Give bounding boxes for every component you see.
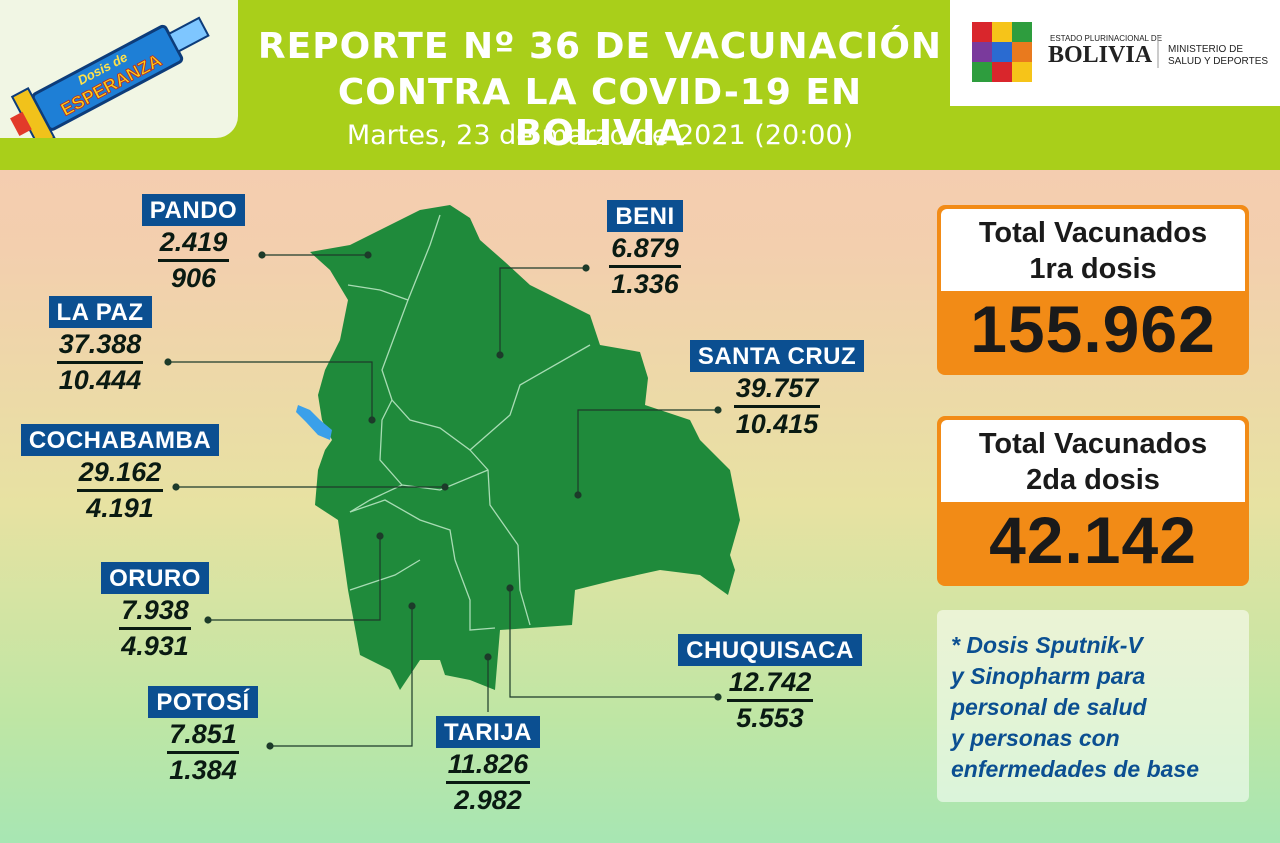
country-name: BOLIVIA: [1048, 42, 1153, 68]
region-name: TARIJA: [436, 716, 540, 748]
report-date: Martes, 23 de marzo de 2021 (20:00): [346, 120, 854, 151]
vaccine-note-box: * Dosis Sputnik-V y Sinopharm para perso…: [937, 610, 1249, 802]
total-first-dose-value: 155.962: [970, 292, 1216, 366]
region-first-dose: 12.742: [726, 666, 814, 702]
region-name: POTOSÍ: [148, 686, 258, 718]
region-oruro: ORURO 7.938 4.931: [85, 562, 225, 663]
region-second-dose: 10.415: [735, 409, 819, 439]
region-first-dose: 29.162: [76, 456, 164, 492]
region-pando: PANDO 2.419 906: [126, 194, 261, 295]
gov-small-text: ESTADO PLURINACIONAL DE: [1050, 34, 1162, 43]
coat-of-arms-icon: [972, 22, 1032, 82]
region-name: BENI: [607, 200, 683, 232]
report-title-line1: REPORTE Nº 36 DE VACUNACIÓN: [257, 26, 943, 67]
region-second-dose: 906: [170, 263, 217, 293]
region-second-dose: 5.553: [736, 703, 804, 733]
region-first-dose: 6.879: [609, 232, 681, 268]
total-second-dose-box: Total Vacunados 2da dosis 42.142: [937, 416, 1249, 586]
logo-panel: Dosis de ESPERANZA: [0, 0, 238, 148]
region-second-dose: 1.384: [169, 755, 237, 785]
region-second-dose: 10.444: [58, 365, 142, 395]
total-second-label-line1: Total Vacunados: [978, 428, 1208, 460]
region-second-dose: 1.336: [611, 269, 679, 299]
ministry-line2: SALUD Y DEPORTES: [1168, 56, 1268, 67]
region-name: SANTA CRUZ: [689, 340, 865, 372]
region-first-dose: 7.938: [119, 594, 191, 630]
total-first-dose-box: Total Vacunados 1ra dosis 155.962: [937, 205, 1249, 375]
region-chuquisaca: CHUQUISACA 12.742 5.553: [662, 634, 878, 735]
region-name: COCHABAMBA: [20, 424, 220, 456]
leader-lines: [164, 251, 722, 750]
region-name: PANDO: [141, 194, 246, 226]
region-first-dose: 39.757: [733, 372, 821, 408]
region-first-dose: 2.419: [157, 226, 230, 262]
total-second-label-line2: 2da dosis: [1026, 464, 1160, 496]
region-name: CHUQUISACA: [678, 634, 862, 666]
region-beni: BENI 6.879 1.336: [590, 200, 700, 301]
region-la-paz: LA PAZ 37.388 10.444: [35, 296, 165, 397]
total-first-label-line2: 1ra dosis: [1029, 253, 1157, 285]
region-potosi: POTOSÍ 7.851 1.384: [138, 686, 268, 787]
vaccine-note-text: * Dosis Sputnik-V y Sinopharm para perso…: [951, 632, 1200, 782]
region-second-dose: 4.191: [86, 493, 154, 523]
total-first-label-line1: Total Vacunados: [978, 217, 1208, 249]
region-second-dose: 2.982: [454, 785, 522, 815]
region-first-dose: 7.851: [167, 718, 239, 754]
syringe-logo-icon: Dosis de ESPERANZA: [10, 16, 210, 148]
region-name: ORURO: [101, 562, 209, 594]
ministry-line1: MINISTERIO DE: [1168, 44, 1243, 55]
region-second-dose: 4.931: [121, 631, 189, 661]
region-first-dose: 11.826: [445, 748, 531, 784]
region-tarija: TARIJA 11.826 2.982: [420, 716, 556, 817]
government-logo-panel: ESTADO PLURINACIONAL DE BOLIVIA MINISTER…: [950, 0, 1280, 106]
bolivia-territory: [310, 205, 740, 690]
region-first-dose: 37.388: [56, 328, 144, 364]
report-title-line2: CONTRA LA COVID-19 EN BOLIVIA: [337, 72, 863, 154]
region-name: LA PAZ: [48, 296, 152, 328]
region-santa-cruz: SANTA CRUZ 39.757 10.415: [672, 340, 882, 441]
total-second-dose-value: 42.142: [989, 503, 1197, 577]
lake-titicaca: [296, 405, 332, 440]
region-cochabamba: COCHABAMBA 29.162 4.191: [15, 424, 225, 525]
